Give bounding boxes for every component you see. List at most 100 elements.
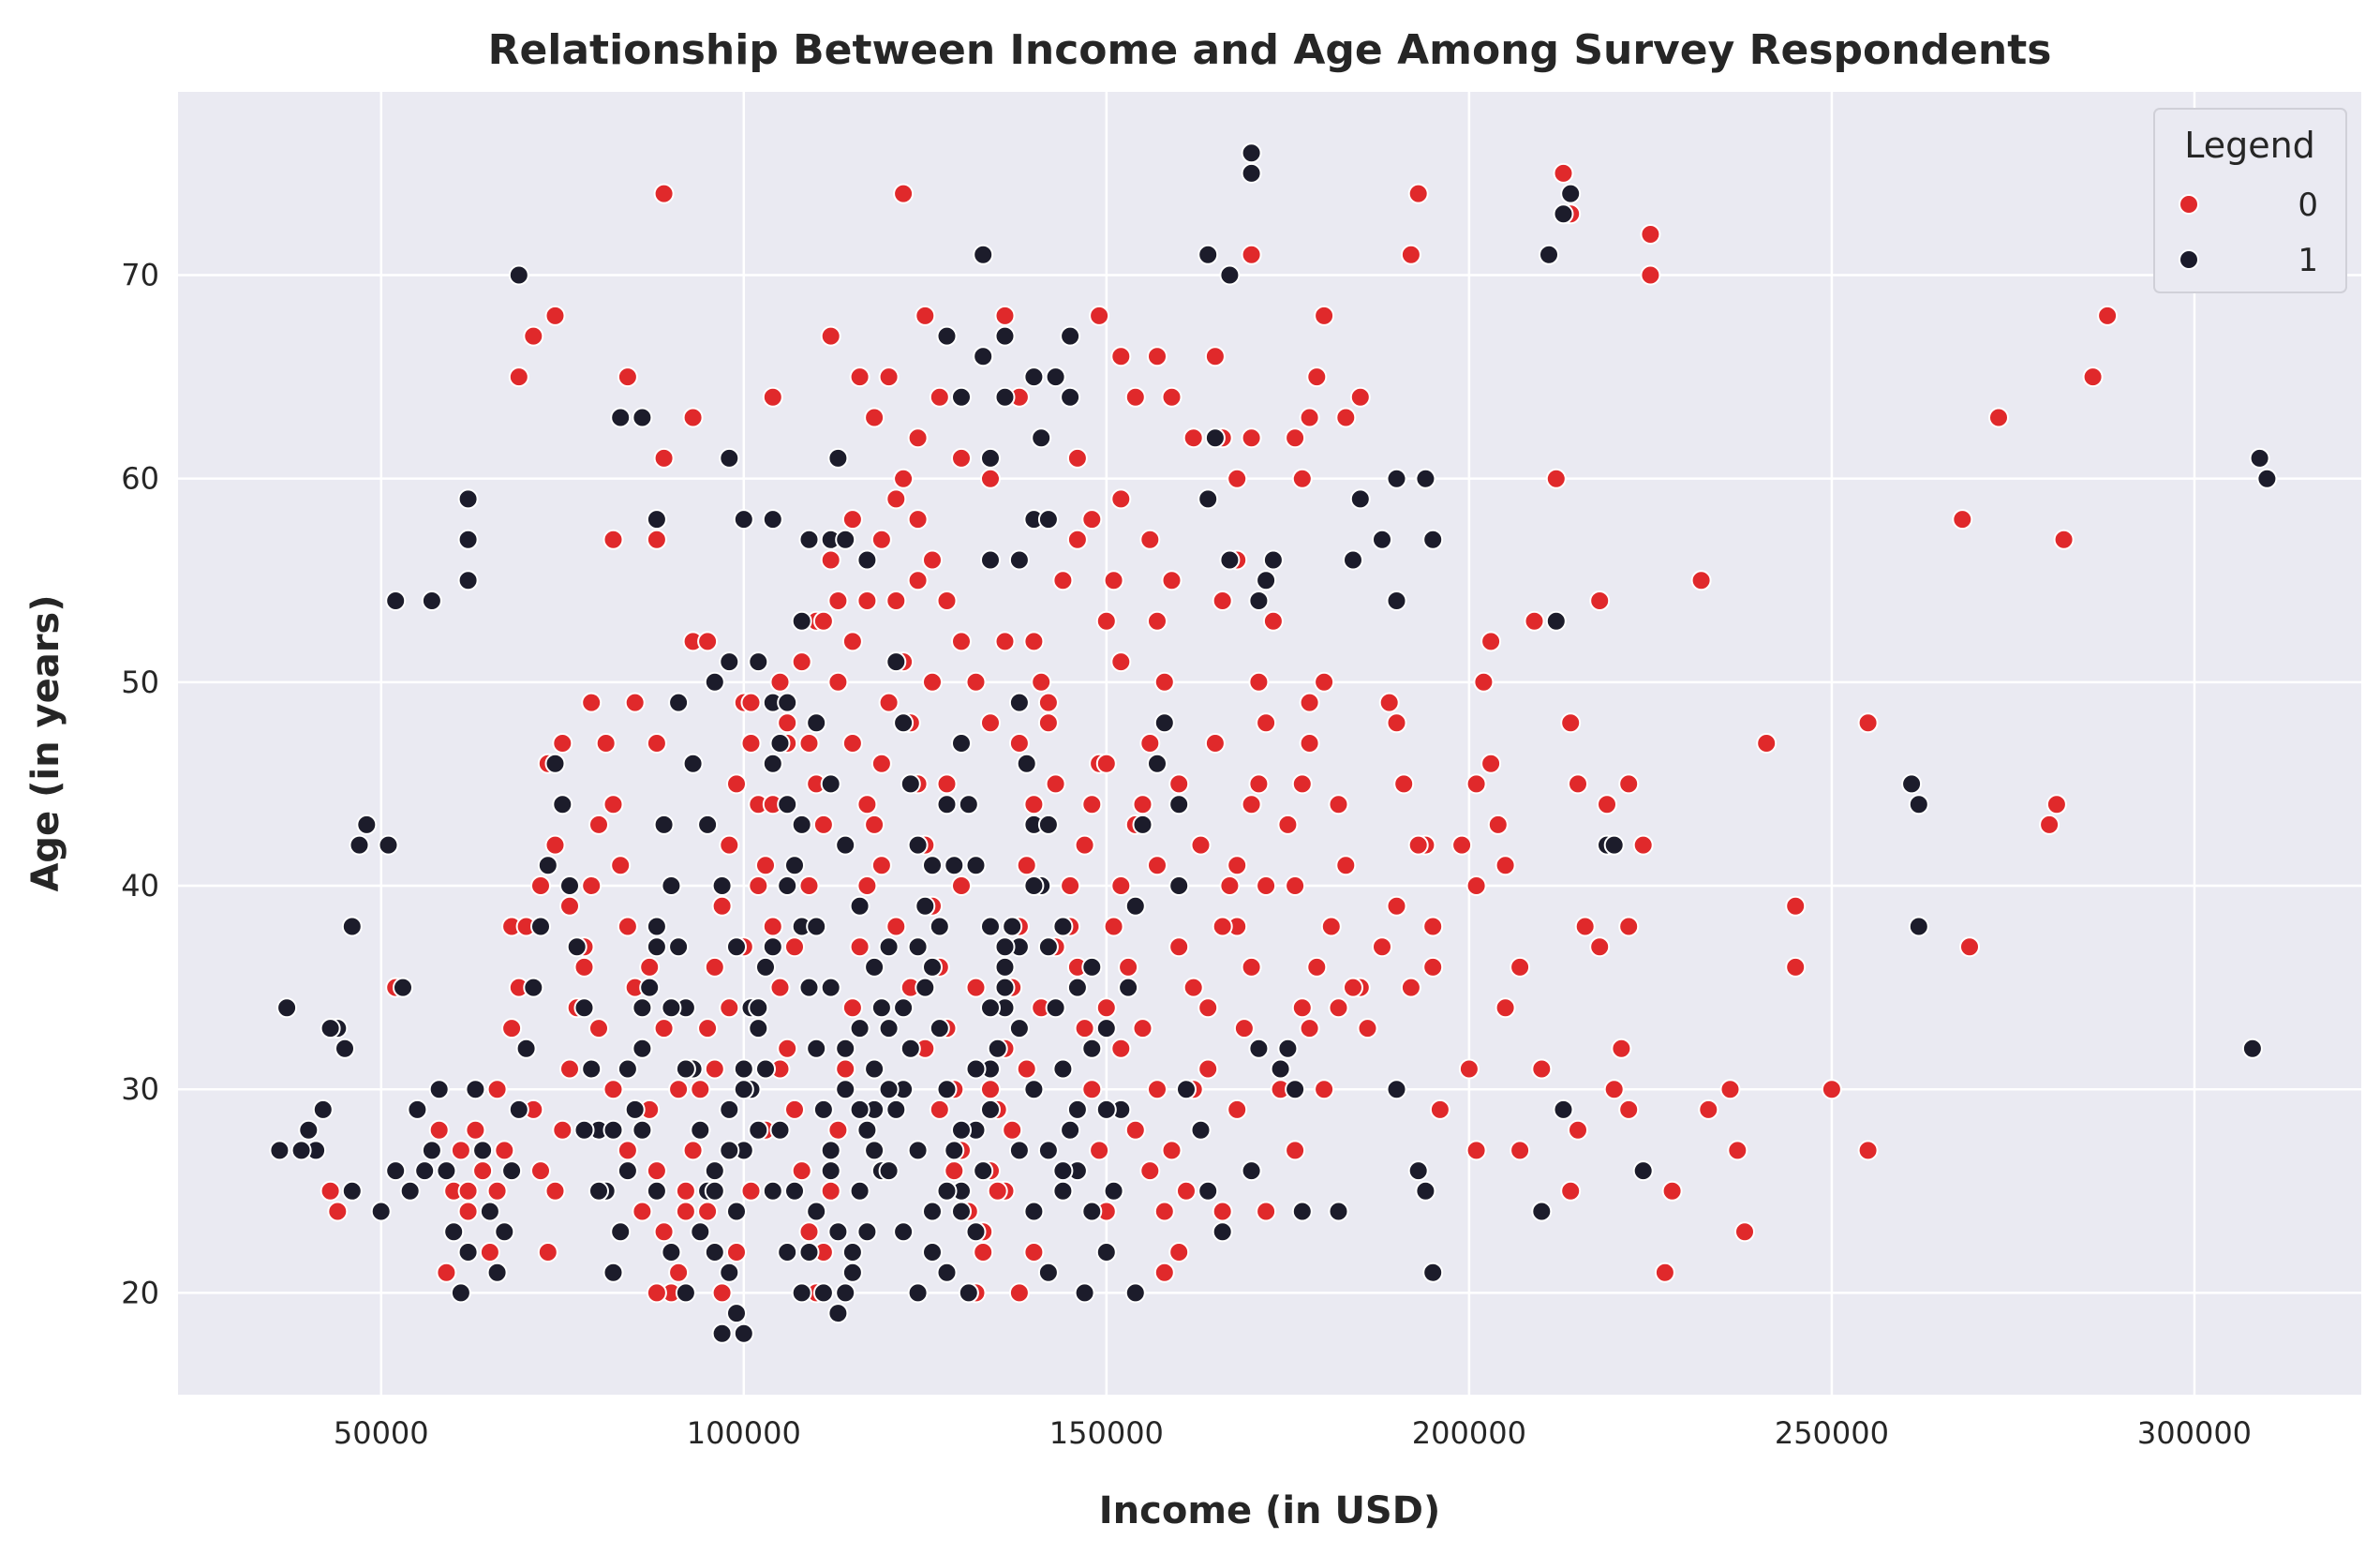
data-point-series-1 [1008, 692, 1030, 713]
data-point-series-1 [893, 712, 915, 734]
data-point-series-0 [1153, 1201, 1175, 1222]
data-point-series-1 [1095, 1018, 1117, 1039]
data-point-series-0 [1386, 895, 1407, 917]
data-point-series-1 [508, 264, 529, 286]
data-point-series-0 [922, 549, 943, 571]
data-point-series-1 [1095, 1242, 1117, 1263]
data-point-series-0 [1314, 671, 1335, 693]
data-point-series-0 [1103, 916, 1124, 937]
data-point-series-1 [1204, 427, 1226, 449]
data-point-series-1 [762, 509, 783, 530]
data-point-series-0 [922, 671, 943, 693]
data-point-series-0 [1204, 733, 1226, 754]
data-point-series-1 [559, 875, 580, 896]
data-point-series-1 [835, 834, 856, 856]
data-point-series-0 [1314, 305, 1335, 326]
data-point-series-1 [719, 1262, 740, 1283]
data-point-series-0 [1118, 956, 1139, 978]
data-point-series-1 [472, 1140, 494, 1161]
data-point-series-1 [1539, 244, 1559, 265]
data-point-series-0 [1495, 997, 1516, 1019]
data-point-series-1 [1248, 590, 1270, 611]
data-point-series-1 [276, 997, 298, 1019]
data-point-series-0 [690, 1079, 711, 1100]
data-point-series-1 [566, 936, 588, 958]
data-point-series-0 [864, 407, 885, 428]
data-point-series-0 [1727, 1140, 1748, 1161]
data-point-series-0 [812, 610, 834, 632]
data-point-series-1 [617, 1160, 638, 1182]
data-point-series-1 [312, 1098, 334, 1120]
data-point-series-0 [682, 407, 704, 428]
data-point-series-0 [1153, 671, 1175, 693]
data-point-series-0 [602, 1079, 624, 1100]
data-point-series-0 [1219, 875, 1241, 896]
data-point-series-1 [465, 1079, 486, 1100]
data-point-series-0 [1698, 1098, 1719, 1120]
data-point-series-1 [936, 1180, 958, 1202]
data-point-series-0 [1081, 509, 1103, 530]
data-point-series-1 [1052, 1180, 1074, 1202]
data-point-series-0 [1690, 570, 1712, 591]
data-point-series-0 [1959, 936, 1980, 958]
data-point-series-0 [885, 590, 907, 611]
data-point-series-0 [632, 1201, 653, 1222]
data-point-series-0 [1306, 956, 1328, 978]
data-point-series-1 [269, 1140, 290, 1161]
data-point-series-1 [798, 1242, 820, 1263]
data-point-series-1 [1603, 834, 1625, 856]
data-point-series-1 [1060, 386, 1081, 408]
data-point-series-1 [1415, 468, 1436, 489]
data-point-series-0 [581, 875, 602, 896]
data-point-series-0 [951, 631, 972, 652]
data-point-series-0 [856, 590, 878, 611]
data-point-series-0 [544, 305, 566, 326]
data-point-series-0 [1176, 1180, 1197, 1202]
data-point-series-1 [457, 570, 479, 591]
data-point-series-0 [559, 1058, 580, 1080]
data-point-series-0 [2045, 794, 2067, 815]
data-point-series-0 [777, 712, 798, 734]
data-point-series-0 [711, 895, 733, 917]
data-point-series-1 [929, 1018, 950, 1039]
data-point-series-0 [1074, 834, 1095, 856]
data-point-series-0 [1023, 794, 1045, 815]
data-point-series-1 [1031, 427, 1052, 449]
data-point-series-1 [973, 1160, 994, 1182]
data-point-series-0 [856, 794, 878, 815]
data-point-series-0 [675, 1180, 696, 1202]
data-point-series-1 [719, 447, 740, 469]
data-point-series-0 [1328, 794, 1349, 815]
data-point-series-1 [421, 590, 442, 611]
data-point-series-0 [1640, 264, 1661, 286]
data-point-series-1 [1197, 1180, 1219, 1202]
data-point-series-1 [704, 1180, 725, 1202]
data-point-series-0 [1212, 916, 1233, 937]
data-point-series-0 [1495, 855, 1516, 876]
data-point-series-0 [849, 936, 870, 958]
data-point-series-1 [864, 1058, 885, 1080]
data-point-series-0 [885, 488, 907, 510]
data-point-series-0 [965, 977, 987, 998]
data-point-series-0 [704, 956, 725, 978]
data-point-series-1 [290, 1140, 312, 1161]
data-point-series-0 [784, 1098, 805, 1120]
data-point-series-1 [878, 1160, 900, 1182]
data-point-series-1 [349, 834, 370, 856]
data-point-series-0 [719, 834, 740, 856]
data-point-series-0 [704, 1058, 725, 1080]
data-point-series-0 [740, 692, 762, 713]
data-point-series-1 [675, 1058, 696, 1080]
data-point-series-0 [784, 936, 805, 958]
data-point-series-1 [820, 1160, 841, 1182]
data-point-series-1 [965, 1221, 987, 1243]
data-point-series-1 [443, 1221, 465, 1243]
data-point-series-1 [320, 1018, 341, 1039]
data-point-series-0 [1124, 386, 1146, 408]
data-point-series-1 [733, 509, 754, 530]
data-point-series-1 [675, 1282, 696, 1304]
data-point-series-0 [1002, 1119, 1023, 1141]
data-point-series-0 [617, 1140, 638, 1161]
data-point-series-1 [835, 1079, 856, 1100]
data-point-series-0 [980, 468, 1001, 489]
